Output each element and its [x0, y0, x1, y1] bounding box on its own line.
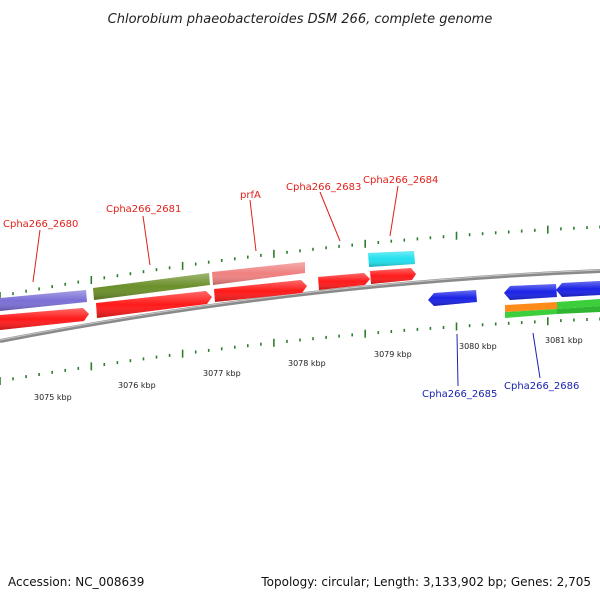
label-cpha266-2683[interactable]: Cpha266_2683	[286, 182, 361, 193]
tick-label-3081: 3081 kbp	[545, 336, 583, 345]
gene-2686-feature-green-c[interactable]	[557, 306, 600, 314]
label-prfA[interactable]: prfA	[240, 190, 261, 201]
label-cpha266-2681[interactable]: Cpha266_2681	[106, 204, 181, 215]
tick-label-3080: 3080 kbp	[459, 342, 497, 351]
leader-2686	[532, 332, 541, 379]
reverse-leader-lines	[456, 332, 541, 387]
leader-2683	[319, 191, 341, 242]
leader-2680	[32, 229, 41, 283]
leader-2681	[142, 215, 151, 266]
tick-label-3075: 3075 kbp	[34, 393, 72, 402]
leader-prfA	[249, 199, 257, 252]
gene-2686-feature-orange[interactable]	[505, 302, 557, 312]
forward-cds-row	[0, 268, 416, 330]
accession-text: Accession: NC_008639	[8, 575, 144, 589]
reverse-cds-row	[428, 281, 600, 306]
leader-2684	[389, 185, 399, 237]
map-title: Chlorobium phaeobacteroides DSM 266, com…	[108, 12, 493, 27]
upper-scale-ticks	[0, 225, 600, 300]
lower-scale-ticks	[0, 317, 600, 385]
leader-2685	[456, 333, 459, 387]
label-cpha266-2680[interactable]: Cpha266_2680	[3, 219, 78, 230]
reverse-lower-features	[505, 299, 600, 318]
forward-upper-features	[0, 251, 415, 311]
gene-2686-feature-green-a[interactable]	[557, 299, 600, 309]
genome-backbone-highlight	[0, 269, 600, 341]
forward-leader-lines	[32, 185, 399, 283]
tick-label-3079: 3079 kbp	[374, 350, 412, 359]
tick-label-3077: 3077 kbp	[203, 369, 241, 378]
tick-label-3076: 3076 kbp	[118, 381, 156, 390]
label-cpha266-2684[interactable]: Cpha266_2684	[363, 175, 438, 186]
genome-summary-text: Topology: circular; Length: 3,133,902 bp…	[260, 575, 591, 589]
label-cpha266-2685[interactable]: Cpha266_2685	[422, 389, 497, 400]
label-cpha266-2686[interactable]: Cpha266_2686	[504, 381, 579, 392]
gene-2686-feature-green-b[interactable]	[505, 309, 557, 318]
genome-backbone	[0, 269, 600, 343]
tick-label-3078: 3078 kbp	[288, 359, 326, 368]
